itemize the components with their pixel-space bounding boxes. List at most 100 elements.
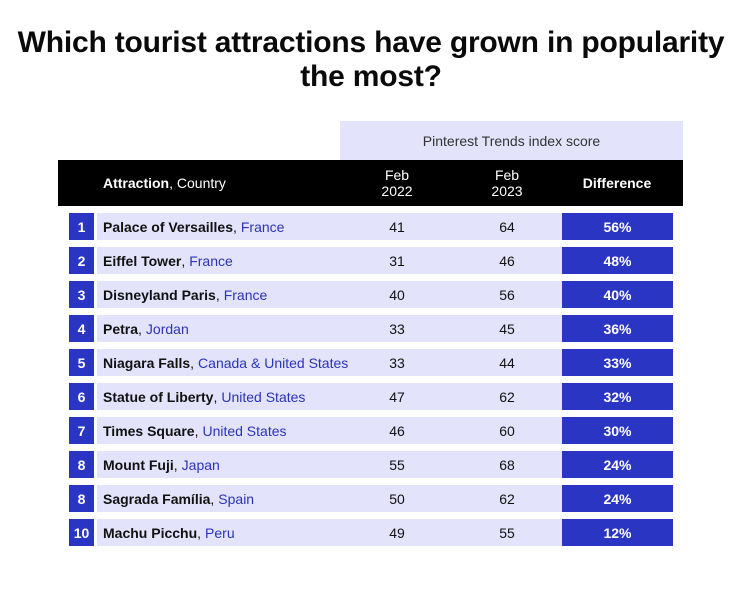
feb-2023-value: 62	[499, 490, 515, 507]
rank-badge: 1	[69, 213, 94, 240]
header-difference: Difference	[582, 175, 652, 191]
rank-badge: 10	[69, 519, 94, 546]
rank-badge: 4	[69, 315, 94, 342]
table-row: 8 Sagrada Família, Spain 50 62 24%	[69, 485, 673, 512]
attraction-country: United States	[202, 422, 287, 439]
difference-value: 56%	[562, 213, 673, 240]
rank-badge: 6	[69, 383, 94, 410]
rank-badge: 8	[69, 451, 94, 478]
table-row: 3 Disneyland Paris, France 40 56 40%	[69, 281, 673, 308]
feb-2023-value: 46	[499, 252, 515, 269]
header-country: , Country	[169, 175, 226, 191]
rank-badge: 5	[69, 349, 94, 376]
attraction-cell: Niagara Falls, Canada & United States	[103, 354, 349, 371]
table-row: 4 Petra, Jordan 33 45 36%	[69, 315, 673, 342]
rank-badge: 8	[69, 485, 94, 512]
feb-2023-value: 64	[499, 218, 515, 235]
header-feb-2022-month: Feb	[384, 167, 410, 183]
feb-2022-value: 41	[389, 218, 405, 235]
rank-badge: 7	[69, 417, 94, 444]
feb-2023-value: 56	[499, 286, 515, 303]
header-feb-2022: Feb 2022	[357, 160, 437, 206]
attraction-country: Spain	[218, 490, 255, 507]
row-band	[97, 451, 563, 478]
row-band	[97, 485, 563, 512]
difference-value: 48%	[562, 247, 673, 274]
attraction-name: Palace of Versailles	[103, 218, 233, 235]
feb-2022-value: 40	[389, 286, 405, 303]
row-band	[97, 281, 563, 308]
attraction-country: Peru	[205, 524, 235, 541]
feb-2022-value: 55	[389, 456, 405, 473]
feb-2023-value: 62	[499, 388, 515, 405]
table-header: Attraction, Country Feb 2022 Feb 2023 Di…	[58, 160, 683, 206]
attraction-name: Sagrada Família	[103, 490, 211, 507]
feb-2022-value: 49	[389, 524, 405, 541]
table-row: 2 Eiffel Tower, France 31 46 48%	[69, 247, 673, 274]
feb-2023-value: 55	[499, 524, 515, 541]
difference-value: 24%	[562, 451, 673, 478]
row-band	[97, 519, 563, 546]
table-row: 10 Machu Picchu, Peru 49 55 12%	[69, 519, 673, 546]
row-band	[97, 417, 563, 444]
rank-badge: 2	[69, 247, 94, 274]
table-row: 6 Statue of Liberty, United States 47 62 …	[69, 383, 673, 410]
table-row: 8 Mount Fuji, Japan 55 68 24%	[69, 451, 673, 478]
attraction-country: Canada & United States	[198, 354, 349, 371]
attraction-cell: Times Square, United States	[103, 422, 287, 439]
difference-value: 33%	[562, 349, 673, 376]
difference-value: 36%	[562, 315, 673, 342]
attraction-name: Petra	[103, 320, 139, 337]
header-feb-2022-year: 2022	[381, 183, 413, 199]
table-row: 7 Times Square, United States 46 60 30%	[69, 417, 673, 444]
difference-value: 12%	[562, 519, 673, 546]
attraction-name: Mount Fuji	[103, 456, 174, 473]
feb-2023-value: 68	[499, 456, 515, 473]
attraction-name: Niagara Falls	[103, 354, 191, 371]
attraction-name: Times Square	[103, 422, 195, 439]
row-band	[97, 315, 563, 342]
attraction-cell: Palace of Versailles, France	[103, 218, 285, 235]
row-band	[97, 213, 563, 240]
table-row: 5 Niagara Falls, Canada & United States 3…	[69, 349, 673, 376]
feb-2022-value: 46	[389, 422, 405, 439]
attraction-cell: Machu Picchu, Peru	[103, 524, 235, 541]
feb-2023-value: 60	[499, 422, 515, 439]
feb-2023-value: 45	[499, 320, 515, 337]
feb-2022-value: 33	[389, 354, 405, 371]
feb-2022-value: 33	[389, 320, 405, 337]
header-attraction: Attraction	[103, 175, 170, 191]
attraction-country: Jordan	[145, 320, 189, 337]
attraction-cell: Eiffel Tower, France	[103, 252, 233, 269]
attraction-cell: Disneyland Paris, France	[103, 286, 268, 303]
attraction-cell: Petra, Jordan	[103, 320, 189, 337]
page-title: Which tourist attractions have grown in …	[17, 26, 725, 93]
feb-2022-value: 50	[389, 490, 405, 507]
attraction-name: Disneyland Paris	[103, 286, 216, 303]
row-band	[97, 349, 563, 376]
attraction-country: Japan	[181, 456, 220, 473]
difference-value: 30%	[562, 417, 673, 444]
header-feb-2023: Feb 2023	[467, 160, 547, 206]
difference-value: 40%	[562, 281, 673, 308]
attraction-cell: Sagrada Família, Spain	[103, 490, 255, 507]
feb-2022-value: 47	[389, 388, 405, 405]
difference-value: 24%	[562, 485, 673, 512]
attraction-name: Eiffel Tower	[103, 252, 182, 269]
feb-2022-value: 31	[389, 252, 405, 269]
row-band	[97, 247, 563, 274]
feb-2023-value: 44	[499, 354, 515, 371]
table-row: 1 Palace of Versailles, France 41 64 56%	[69, 213, 673, 240]
attraction-cell: Mount Fuji, Japan	[103, 456, 220, 473]
attraction-cell: Statue of Liberty, United States	[103, 388, 306, 405]
row-band	[97, 383, 563, 410]
attraction-country: France	[223, 286, 268, 303]
rank-badge: 3	[69, 281, 94, 308]
difference-value: 32%	[562, 383, 673, 410]
attraction-country: France	[240, 218, 285, 235]
attraction-name: Statue of Liberty	[103, 388, 214, 405]
index-score-group-label: Pinterest Trends index score	[340, 121, 683, 160]
attraction-country: France	[189, 252, 233, 269]
header-attraction-country: Attraction, Country	[103, 160, 226, 206]
